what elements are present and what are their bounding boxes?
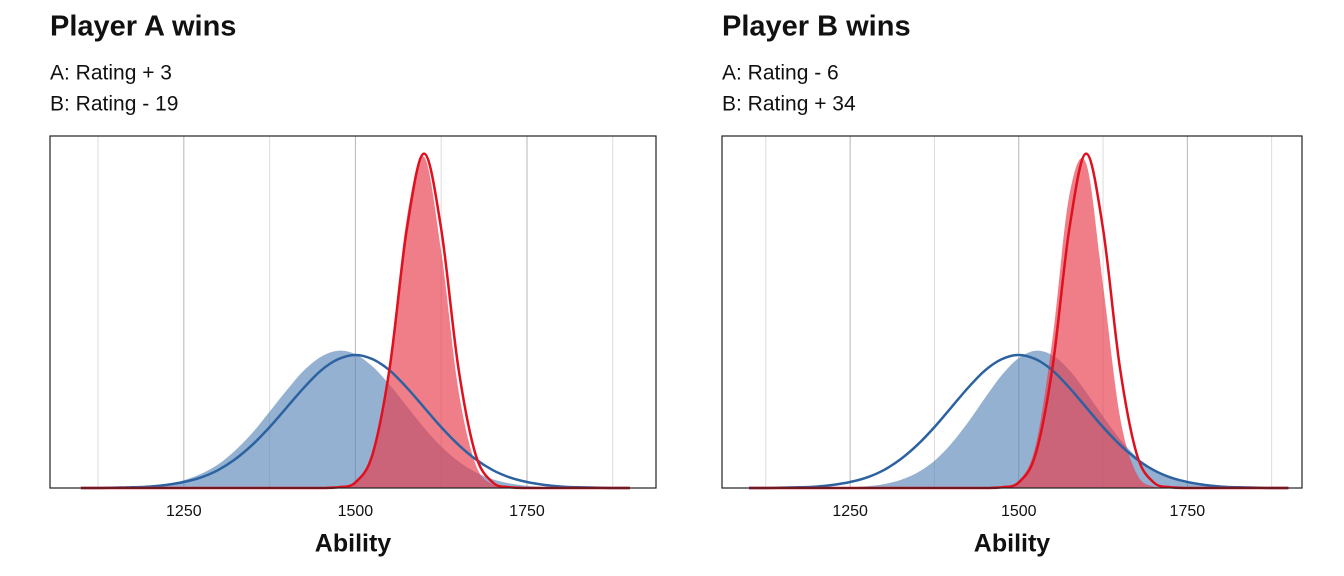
density-area: [80, 350, 630, 488]
density-line: [80, 353, 630, 490]
x-axis-title: Ability: [315, 530, 391, 558]
density-area: [748, 350, 1289, 488]
plot-frame: [49, 135, 657, 489]
x-axis-title: Ability: [974, 530, 1050, 558]
x-tick-label: 1250: [166, 503, 202, 520]
x-tick-label: 1750: [1170, 503, 1206, 520]
x-tick-label: 1500: [338, 503, 374, 520]
subtitle: B: Rating - 19: [50, 93, 178, 116]
plot-frame: [721, 135, 1303, 489]
chart-title: Player A wins: [50, 11, 236, 43]
subtitle: A: Rating + 3: [50, 62, 172, 85]
chart-title: Player B wins: [722, 11, 911, 43]
x-tick-label: 1500: [1001, 503, 1037, 520]
x-tick-label: 1250: [832, 503, 868, 520]
x-tick-label: 1750: [509, 503, 545, 520]
density-line: [748, 353, 1289, 490]
subtitle: A: Rating - 6: [722, 62, 839, 85]
subtitle: B: Rating + 34: [722, 93, 856, 116]
